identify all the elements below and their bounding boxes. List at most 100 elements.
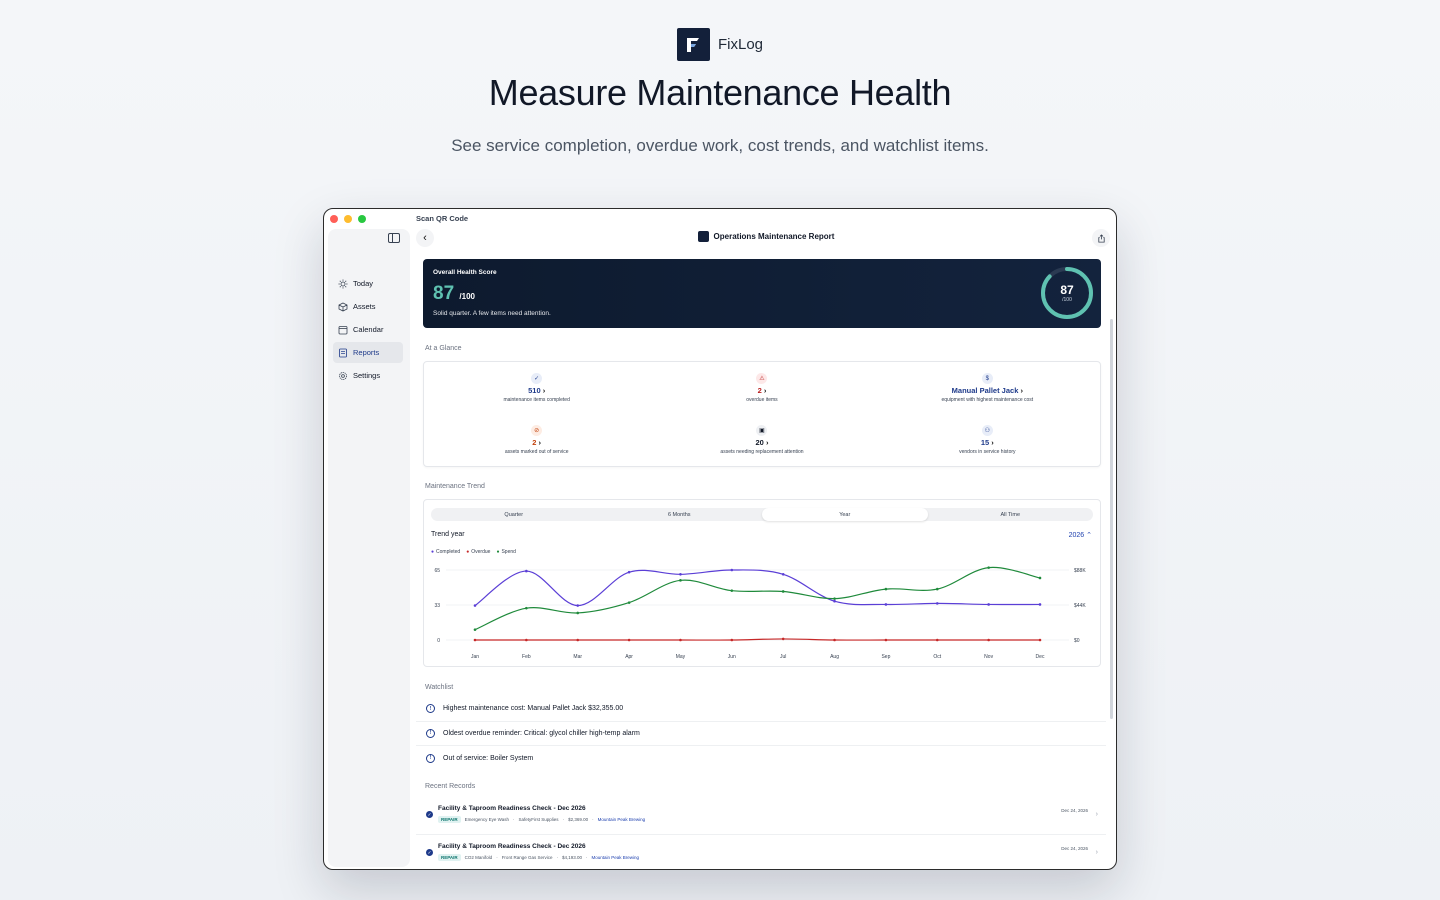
check-circle-icon: ✓ <box>531 373 543 384</box>
glance-desc: maintenance items completed <box>503 397 570 403</box>
watchlist-item[interactable]: ! Highest maintenance cost: Manual Palle… <box>416 697 1106 722</box>
trend-card: Quarter 6 Months Year All Time Trend yea… <box>423 499 1101 667</box>
trend-year-label: Trend year <box>431 531 465 538</box>
warning-icon: ⚠ <box>756 373 768 384</box>
data-point-overdue <box>833 638 836 642</box>
data-point-completed <box>473 604 477 607</box>
glance-value: 20 <box>756 438 769 447</box>
data-point-overdue <box>935 638 939 642</box>
range-segmented-control: Quarter 6 Months Year All Time <box>431 508 1093 521</box>
sidebar-item-label: Today <box>353 279 374 288</box>
data-point-spend <box>679 579 682 582</box>
glance-desc: assets needing replacement attention <box>720 449 804 455</box>
segment-year[interactable]: Year <box>762 508 928 521</box>
data-point-overdue <box>730 638 734 642</box>
sidebar-toggle-icon[interactable] <box>388 233 400 243</box>
data-point-completed <box>730 568 734 572</box>
record-tag: REPAIR <box>438 816 461 823</box>
info-icon: ! <box>426 753 435 763</box>
record-title: Facility & Taproom Readiness Check - Dec… <box>438 843 586 850</box>
info-icon: ! <box>426 704 435 714</box>
data-point-spend <box>730 589 734 592</box>
glance-replacement[interactable]: ▣ 20 assets needing replacement attentio… <box>649 414 874 466</box>
data-point-spend <box>987 566 990 569</box>
close-window-button[interactable] <box>330 215 338 223</box>
record-venue: Mountain Peak Brewing <box>591 855 640 860</box>
chevron-right-icon: › <box>1095 811 1098 818</box>
glance-desc: vendors in service history <box>959 449 1016 455</box>
segment-all-time[interactable]: All Time <box>1000 511 1021 518</box>
glance-value: 2 <box>758 386 767 395</box>
record-row[interactable]: ✓ Facility & Taproom Readiness Check - D… <box>416 797 1106 835</box>
record-title: Facility & Taproom Readiness Check - Dec… <box>438 805 586 812</box>
report-icon <box>338 348 348 358</box>
record-meta: REPAIR Emergency Eye Wash · SafetyFirst S… <box>438 816 645 823</box>
data-point-spend <box>935 587 939 591</box>
sidebar-nav: Today Assets Calendar Reports <box>333 273 403 388</box>
watchlist-text: Out of service: Boiler System <box>443 754 534 762</box>
glance-out-of-service[interactable]: ⊘ 2 assets marked out of service <box>424 414 649 466</box>
record-tag: REPAIR <box>438 854 461 861</box>
data-point-overdue <box>473 638 477 642</box>
chevron-left-icon: ‹ <box>423 232 427 244</box>
glance-value: 15 <box>981 438 994 447</box>
x-tick: Apr <box>625 654 633 660</box>
sidebar-item-today[interactable]: Today <box>333 273 403 294</box>
zoom-window-button[interactable] <box>358 215 366 223</box>
series-line-overdue <box>475 638 1040 641</box>
dollar-icon: $ <box>981 373 993 384</box>
watchlist-item[interactable]: ! Out of service: Boiler System <box>416 746 1106 771</box>
health-label: Overall Health Score <box>433 269 497 276</box>
glance-section-label: At a Glance <box>425 345 462 352</box>
watchlist-item[interactable]: ! Oldest overdue reminder: Critical: gly… <box>416 722 1106 746</box>
data-point-spend <box>884 587 888 591</box>
scan-qr-label[interactable]: Scan QR Code <box>416 214 469 223</box>
sidebar-item-reports[interactable]: Reports <box>333 342 403 363</box>
minimize-window-button[interactable] <box>344 215 352 223</box>
segment-quarter[interactable]: Quarter <box>504 511 524 518</box>
share-button[interactable] <box>1092 229 1110 247</box>
data-point-completed <box>1038 603 1042 606</box>
fixlog-logo <box>676 28 710 61</box>
watchlist-text: Highest maintenance cost: Manual Pallet … <box>443 705 624 713</box>
legend-spend: Spend <box>496 549 515 555</box>
sidebar-item-calendar[interactable]: Calendar <box>333 319 403 340</box>
glance-completed[interactable]: ✓ 510 maintenance items completed <box>424 362 649 414</box>
sun-icon <box>338 279 348 289</box>
health-note: Solid quarter. A few items need attentio… <box>433 310 551 317</box>
sidebar-item-settings[interactable]: Settings <box>333 365 403 386</box>
record-row[interactable]: ✓ Facility & Taproom Readiness Check - D… <box>416 835 1106 869</box>
x-tick: Jun <box>728 654 736 660</box>
trend-year-picker[interactable]: 2026 ⌃ <box>1068 532 1092 539</box>
glance-highest-cost[interactable]: $ Manual Pallet Jack equipment with high… <box>875 362 1100 414</box>
scrollbar[interactable] <box>1110 319 1113 719</box>
sidebar-item-assets[interactable]: Assets <box>333 296 403 317</box>
x-tick: Mar <box>573 654 582 660</box>
data-point-completed <box>935 602 939 605</box>
segment-6-months[interactable]: 6 Months <box>667 511 691 518</box>
data-point-completed <box>525 569 528 573</box>
data-point-spend <box>1038 576 1042 580</box>
health-ring-text: 87 /100 <box>1060 283 1074 303</box>
legend-completed: Completed <box>431 549 460 555</box>
completed-check-icon: ✓ <box>426 849 433 856</box>
record-venue: Mountain Peak Brewing <box>597 817 646 822</box>
out-of-service-icon: ⊘ <box>531 425 543 436</box>
data-point-overdue <box>679 638 682 642</box>
back-button[interactable]: ‹ <box>416 229 434 247</box>
data-point-spend <box>627 601 631 604</box>
x-tick: Jan <box>471 654 479 660</box>
y-tick-left: 33 <box>434 603 440 609</box>
glance-desc: overdue items <box>746 397 778 403</box>
glance-overdue[interactable]: ⚠ 2 overdue items <box>649 362 874 414</box>
x-tick: Dec <box>1036 654 1045 660</box>
data-point-spend <box>473 628 477 631</box>
x-tick: May <box>676 654 686 660</box>
data-point-spend <box>576 611 580 615</box>
glance-vendors[interactable]: ⚇ 15 vendors in service history <box>875 414 1100 466</box>
glance-grid: ✓ 510 maintenance items completed ⚠ 2 ov… <box>423 361 1101 467</box>
gear-icon <box>338 371 348 381</box>
health-score-card: Overall Health Score 87 /100 Solid quart… <box>423 259 1101 328</box>
info-icon: ! <box>426 728 435 738</box>
page-title: Operations Maintenance Report <box>416 231 1116 242</box>
